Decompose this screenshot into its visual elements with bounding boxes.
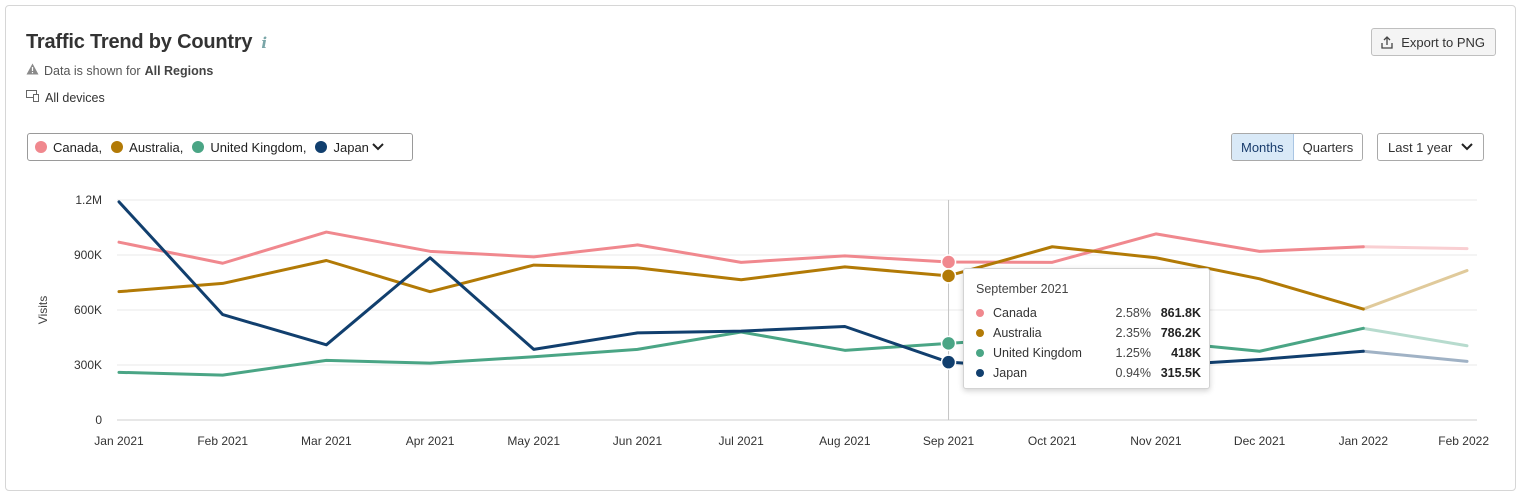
tooltip-name: Japan — [993, 366, 1028, 380]
y-tick-label: 600K — [74, 303, 102, 317]
x-tick-label: Dec 2021 — [1234, 434, 1286, 448]
legend-dot — [192, 141, 205, 153]
x-tick-label: Feb 2021 — [197, 434, 248, 448]
data-point-canada — [940, 254, 957, 270]
title-row: Traffic Trend by Country i — [26, 31, 267, 54]
tooltip-pct: 2.58% — [1115, 306, 1151, 320]
tooltip-dot — [976, 369, 984, 377]
tooltip-name: Australia — [993, 326, 1042, 340]
tooltip-value: 861.8K — [1160, 306, 1201, 320]
legend-item-united-kingdom: United Kingdom, — [192, 140, 306, 155]
region-note-prefix: Data is shown for — [44, 63, 141, 78]
series-line-incomplete-canada — [1361, 245, 1469, 251]
series-line-incomplete-australia — [1361, 269, 1469, 311]
devices-icon — [26, 90, 40, 105]
tooltip-row-japan: Japan 0.94% 315.5K — [976, 365, 1201, 381]
months-button[interactable]: Months — [1232, 134, 1294, 160]
x-tick-label: Aug 2021 — [819, 434, 871, 448]
x-tick-label: Jan 2022 — [1339, 434, 1389, 448]
traffic-trend-card — [5, 5, 1516, 491]
legend-label: Canada, — [53, 139, 103, 155]
tooltip-dot — [976, 349, 984, 357]
data-point-australia — [940, 268, 957, 284]
tooltip-name: Canada — [993, 306, 1037, 320]
tooltip-dot — [976, 309, 984, 317]
x-tick-label: Feb 2022 — [1438, 434, 1489, 448]
y-tick-label: 1.2M — [75, 193, 102, 207]
legend-dot — [35, 141, 47, 153]
x-tick-label: Nov 2021 — [1130, 434, 1182, 448]
legend-label: Japan — [333, 139, 369, 155]
y-tick-label: 900K — [74, 248, 102, 262]
data-point-united-kingdom — [940, 335, 957, 352]
x-tick-label: Jun 2021 — [613, 434, 663, 448]
x-tick-label: Apr 2021 — [406, 434, 455, 448]
legend-dot — [315, 141, 328, 153]
series-line-incomplete-japan — [1361, 349, 1469, 363]
x-tick-label: Jul 2021 — [718, 434, 764, 448]
series-line-australia — [117, 245, 1365, 311]
tooltip-name: United Kingdom — [993, 346, 1082, 360]
tooltip-dot — [976, 329, 984, 337]
tooltip-value: 786.2K — [1160, 326, 1201, 340]
granularity-toggle: Months Quarters — [1231, 133, 1364, 161]
period-dropdown[interactable]: Last 1 year — [1377, 133, 1484, 161]
tooltip-value: 418K — [1171, 346, 1201, 360]
y-tick-label: 0 — [95, 413, 102, 427]
legend-item-canada: Canada, — [35, 140, 102, 155]
x-tick-label: Oct 2021 — [1028, 434, 1077, 448]
y-axis-label: Visits — [36, 296, 50, 324]
tooltip-row-australia: Australia 2.35% 786.2K — [976, 325, 1201, 341]
tooltip-value: 315.5K — [1160, 366, 1201, 380]
devices-label: All devices — [45, 90, 105, 105]
series-line-canada — [117, 230, 1365, 265]
export-label: Export to PNG — [1401, 34, 1485, 50]
quarters-button[interactable]: Quarters — [1293, 134, 1363, 160]
chart-tooltip: September 2021 Canada 2.58% 861.8K Austr… — [963, 268, 1210, 389]
x-tick-label: Mar 2021 — [301, 434, 352, 448]
data-point-japan — [940, 354, 957, 370]
devices-filter[interactable]: All devices — [26, 90, 105, 105]
legend-dot — [111, 141, 124, 153]
tooltip-title: September 2021 — [976, 282, 1069, 296]
tooltip-row-canada: Canada 2.58% 861.8K — [976, 305, 1201, 321]
chevron-down-icon — [1460, 142, 1474, 152]
tooltip-pct: 2.35% — [1115, 326, 1151, 340]
x-tick-label: Sep 2021 — [923, 434, 975, 448]
legend-item-australia: Australia, — [111, 140, 183, 155]
series-line-incomplete-united-kingdom — [1361, 326, 1469, 348]
legend-item-japan: Japan — [315, 140, 384, 155]
tooltip-pct: 1.25% — [1115, 346, 1151, 360]
chart-title: Traffic Trend by Country — [26, 31, 253, 53]
tooltip-pct: 0.94% — [1115, 366, 1151, 380]
upload-icon — [1381, 35, 1393, 49]
region-note: Data is shown for All Regions — [26, 63, 213, 78]
chevron-down-icon — [371, 142, 385, 152]
tooltip-row-united-kingdom: United Kingdom 1.25% 418K — [976, 345, 1201, 361]
region-note-value: All Regions — [144, 63, 214, 78]
x-tick-label: May 2021 — [507, 434, 560, 448]
info-icon[interactable]: i — [261, 33, 268, 52]
legend-label: Australia, — [129, 139, 184, 155]
period-label: Last 1 year — [1388, 139, 1453, 155]
export-png-button[interactable]: Export to PNG — [1371, 28, 1496, 56]
x-tick-label: Jan 2021 — [94, 434, 144, 448]
y-tick-label: 300K — [74, 358, 102, 372]
series-selector[interactable]: Canada, Australia, United Kingdom, Japan — [27, 133, 413, 161]
warning-icon — [26, 63, 39, 78]
legend-label: United Kingdom, — [210, 139, 307, 155]
